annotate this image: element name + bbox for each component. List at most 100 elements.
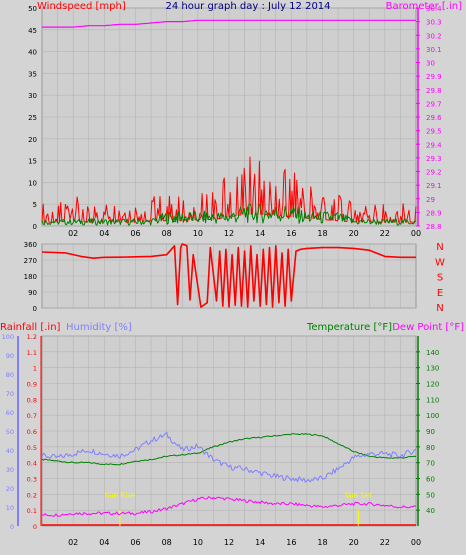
wind-axis-tick-label: 0 — [33, 223, 37, 231]
time-tick-label: 04 — [99, 229, 109, 238]
compass-label: N — [436, 242, 443, 253]
barometer-line — [42, 19, 416, 28]
barometer-axis-tick-label: 30.3 — [426, 19, 442, 27]
barometer-axis-tick-label: 29.5 — [426, 128, 442, 136]
wind-axis-tick-label: 20 — [28, 136, 37, 144]
direction-tick-label: 180 — [24, 273, 37, 281]
temperature-tick-label: 70 — [426, 460, 435, 468]
humidity-tick-label: 60 — [6, 409, 14, 417]
barometer-axis-tick-label: 28.9 — [426, 209, 442, 217]
humidity-line — [41, 431, 417, 483]
wind-axis-tick-label: 35 — [28, 70, 37, 78]
time-tick-label: 20 — [349, 229, 359, 238]
direction-tick-label: 360 — [24, 241, 37, 249]
humidity-tick-label: 100 — [2, 333, 14, 341]
rainfall-tick-label: 0.1 — [27, 507, 37, 515]
wind-average-line — [41, 203, 417, 226]
rainfall-tick-label: 0.2 — [27, 491, 37, 499]
time-tick-label: 06 — [130, 538, 140, 547]
time-tick-label: 12 — [224, 538, 234, 547]
time-tick-label: 04 — [99, 538, 109, 547]
time-tick-label: 16 — [286, 538, 296, 547]
time-tick-label: 12 — [224, 229, 234, 238]
temperature-line — [41, 433, 417, 466]
wind-axis-tick-label: 10 — [28, 179, 37, 187]
wind-axis-tick-label: 15 — [28, 158, 37, 166]
rainfall-tick-label: 1.2 — [27, 333, 37, 341]
humidity-tick-label: 90 — [6, 352, 14, 360]
wind-axis-tick-label: 40 — [28, 49, 37, 57]
barometer-axis-tick-label: 29 — [426, 196, 435, 204]
time-tick-label: 22 — [380, 538, 390, 547]
wind-axis-tick-label: 30 — [28, 92, 37, 100]
time-tick-label: 14 — [255, 538, 265, 547]
time-tick-label: 18 — [317, 538, 327, 547]
temperature-tick-label: 80 — [426, 444, 435, 452]
barometer-axis-title: Barometer [.in] — [386, 1, 462, 12]
wind-axis-tick-label: 5 — [33, 201, 37, 209]
compass-label: N — [436, 303, 443, 314]
rainfall-tick-label: 0.9 — [27, 381, 37, 389]
sun-event-label: Sun Set — [345, 492, 372, 500]
time-tick-label: 00 — [411, 229, 421, 238]
sun-event-label: Sun Rise — [105, 492, 135, 500]
time-tick-label: 02 — [68, 538, 78, 547]
time-tick-label: 00 — [411, 538, 421, 547]
dew-point-axis-title: Dew Point [°F] — [392, 322, 464, 333]
barometer-axis-tick-label: 30.4 — [426, 5, 442, 13]
temperature-tick-label: 100 — [426, 412, 439, 420]
temperature-tick-label: 120 — [426, 381, 439, 389]
direction-tick-label: 90 — [28, 289, 37, 297]
humidity-tick-label: 0 — [10, 523, 14, 531]
rainfall-tick-label: 0.5 — [27, 444, 37, 452]
rainfall-tick-label: 0.3 — [27, 476, 37, 484]
direction-tick-label: 270 — [24, 257, 37, 265]
direction-tick-label: 0 — [33, 305, 37, 313]
time-tick-label: 08 — [162, 229, 172, 238]
barometer-axis-tick-label: 29.8 — [426, 87, 442, 95]
humidity-tick-label: 10 — [6, 504, 14, 512]
temperature-tick-label: 40 — [426, 507, 435, 515]
rainfall-tick-label: 1.1 — [27, 349, 37, 357]
rainfall-tick-label: 1 — [33, 365, 37, 373]
time-tick-label: 10 — [193, 229, 203, 238]
time-tick-label: 08 — [162, 538, 172, 547]
compass-label: S — [437, 273, 443, 284]
humidity-tick-label: 70 — [6, 390, 14, 398]
barometer-axis-tick-label: 30.1 — [426, 46, 442, 54]
rainfall-tick-label: 0.8 — [27, 396, 37, 404]
temperature-tick-label: 130 — [426, 365, 439, 373]
barometer-axis-tick-label: 29.7 — [426, 100, 442, 108]
humidity-axis-title: Humidity [%] — [66, 322, 132, 333]
time-tick-label: 18 — [317, 229, 327, 238]
humidity-tick-label: 20 — [6, 485, 14, 493]
temperature-tick-label: 50 — [426, 491, 435, 499]
time-tick-label: 06 — [130, 229, 140, 238]
wind-direction-line — [41, 243, 416, 308]
rainfall-tick-label: 0.4 — [27, 460, 37, 468]
rainfall-tick-label: 0 — [33, 523, 37, 531]
time-tick-label: 22 — [380, 229, 390, 238]
barometer-axis-tick-label: 29.3 — [426, 155, 442, 163]
barometer-axis-tick-label: 30 — [426, 60, 435, 68]
temperature-tick-label: 90 — [426, 428, 435, 436]
time-tick-label: 16 — [286, 229, 296, 238]
humidity-tick-label: 30 — [6, 466, 14, 474]
humidity-tick-label: 50 — [6, 428, 14, 436]
barometer-axis-tick-label: 29.6 — [426, 114, 442, 122]
wind-gust-line — [41, 156, 417, 224]
temperature-tick-label: 110 — [426, 396, 439, 404]
temperature-tick-label: 60 — [426, 476, 435, 484]
rainfall-tick-label: 0.6 — [27, 428, 37, 436]
time-tick-label: 10 — [193, 538, 203, 547]
barometer-axis-tick-label: 29.2 — [426, 169, 442, 177]
barometer-axis-tick-label: 29.9 — [426, 73, 442, 81]
humidity-tick-label: 40 — [6, 447, 14, 455]
humidity-tick-label: 80 — [6, 371, 14, 379]
barometer-axis-tick-label: 28.8 — [426, 223, 442, 231]
time-tick-label: 14 — [255, 229, 265, 238]
compass-label: E — [437, 288, 443, 299]
wind-axis-tick-label: 50 — [28, 5, 37, 13]
